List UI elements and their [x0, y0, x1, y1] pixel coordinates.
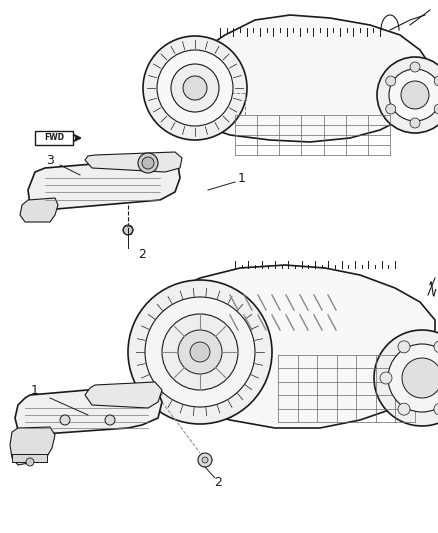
- Circle shape: [398, 341, 410, 353]
- Text: 2: 2: [138, 248, 146, 262]
- Circle shape: [389, 69, 438, 121]
- Circle shape: [128, 280, 272, 424]
- Circle shape: [374, 330, 438, 426]
- Polygon shape: [155, 265, 435, 428]
- Circle shape: [202, 457, 208, 463]
- Circle shape: [60, 415, 70, 425]
- Circle shape: [386, 76, 396, 86]
- Circle shape: [434, 403, 438, 415]
- Circle shape: [162, 314, 238, 390]
- Polygon shape: [85, 382, 162, 408]
- Bar: [12, 454, 47, 462]
- Circle shape: [105, 415, 115, 425]
- Circle shape: [142, 157, 154, 169]
- Circle shape: [434, 76, 438, 86]
- Circle shape: [145, 297, 255, 407]
- Circle shape: [26, 458, 34, 466]
- Polygon shape: [15, 385, 162, 435]
- Circle shape: [143, 36, 247, 140]
- Circle shape: [434, 104, 438, 114]
- Circle shape: [183, 76, 207, 100]
- Text: FWD: FWD: [44, 133, 64, 142]
- Circle shape: [410, 62, 420, 72]
- Circle shape: [434, 341, 438, 353]
- Text: 2: 2: [214, 475, 222, 489]
- Polygon shape: [85, 152, 182, 172]
- Text: 1: 1: [31, 384, 39, 397]
- Circle shape: [410, 118, 420, 128]
- Circle shape: [398, 403, 410, 415]
- Circle shape: [157, 50, 233, 126]
- Text: 1: 1: [238, 172, 246, 184]
- Polygon shape: [10, 427, 55, 465]
- Circle shape: [377, 57, 438, 133]
- Circle shape: [138, 153, 158, 173]
- Bar: [35, 131, 73, 145]
- Circle shape: [198, 453, 212, 467]
- Text: 3: 3: [46, 154, 54, 166]
- Circle shape: [386, 104, 396, 114]
- Circle shape: [401, 81, 429, 109]
- Polygon shape: [182, 15, 430, 142]
- Circle shape: [171, 64, 219, 112]
- Circle shape: [388, 344, 438, 412]
- Circle shape: [402, 358, 438, 398]
- Polygon shape: [20, 198, 58, 222]
- Circle shape: [190, 342, 210, 362]
- Circle shape: [178, 330, 222, 374]
- Circle shape: [380, 372, 392, 384]
- Circle shape: [123, 225, 133, 235]
- Polygon shape: [28, 158, 180, 210]
